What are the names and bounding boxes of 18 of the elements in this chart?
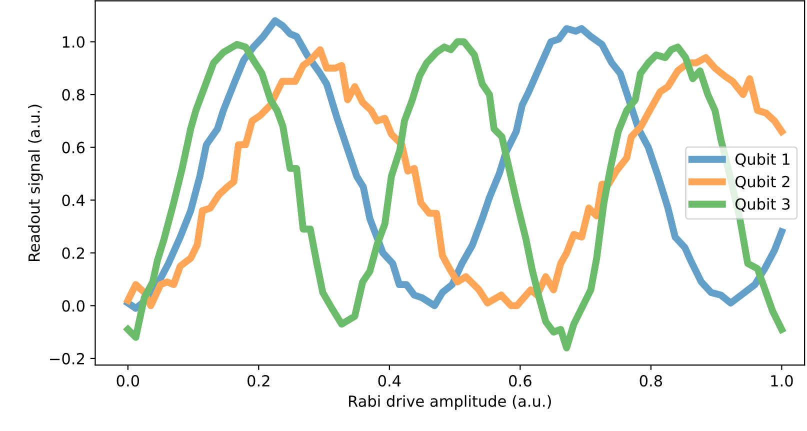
x-axis-title: Rabi drive amplitude (a.u.) xyxy=(349,395,551,410)
y-tick-label: 1.0 xyxy=(62,36,84,48)
x-tick-label: 0.0 xyxy=(116,375,140,387)
legend-label: Qubit 2 xyxy=(735,176,790,190)
y-tick-label: 0.4 xyxy=(62,194,85,206)
x-tick-label: 0.8 xyxy=(640,375,662,387)
x-tick-label: 1.0 xyxy=(771,375,793,387)
x-tick-label: 0.2 xyxy=(248,375,270,387)
legend-label: Qubit 3 xyxy=(735,198,790,212)
y-tick-label: 0.2 xyxy=(62,247,84,259)
y-tick-label: 0.8 xyxy=(62,89,84,101)
legend-label: Qubit 1 xyxy=(735,153,790,167)
x-tick-label: 0.6 xyxy=(509,375,532,387)
y-tick-label: −0.2 xyxy=(50,352,84,364)
y-tick-label: 0.6 xyxy=(62,142,85,154)
x-tick-label: 0.4 xyxy=(378,375,401,387)
y-axis-title: Readout signal (a.u.) xyxy=(28,104,43,261)
y-tick-label: 0.0 xyxy=(62,300,84,312)
